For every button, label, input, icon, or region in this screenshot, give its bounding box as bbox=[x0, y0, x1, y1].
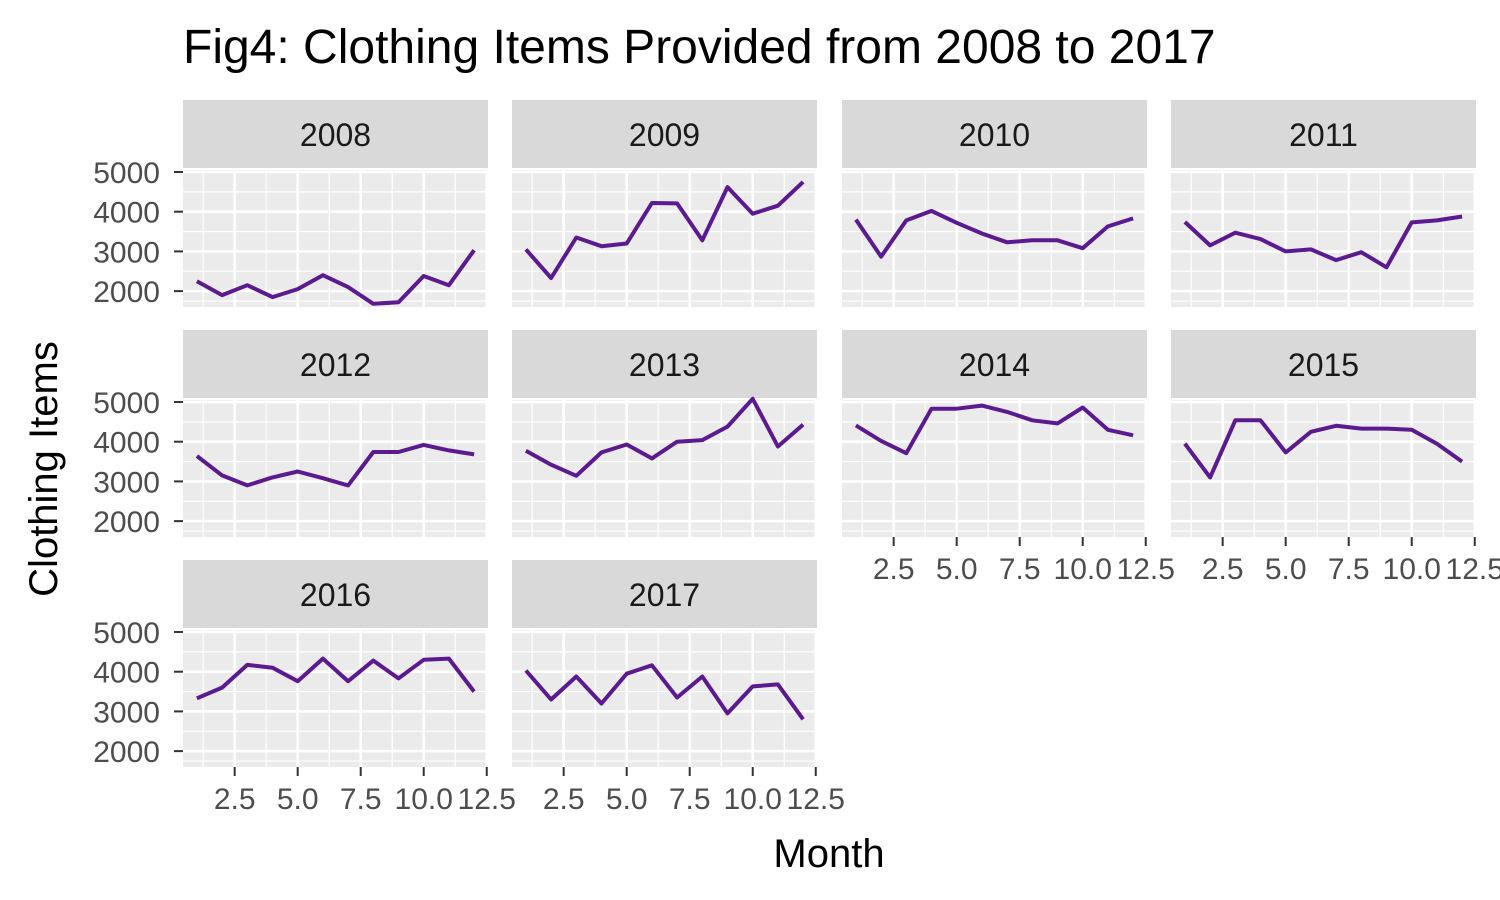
x-tick-label: 12.5 bbox=[1117, 553, 1175, 586]
x-tick-label: 7.5 bbox=[999, 553, 1041, 586]
facet-strip-label: 2012 bbox=[300, 347, 371, 383]
x-tick-label: 2.5 bbox=[543, 783, 585, 816]
series-line-2015 bbox=[1183, 418, 1464, 480]
panel-background bbox=[842, 400, 1147, 537]
facet-strip bbox=[512, 330, 817, 398]
y-tick-label: 5000 bbox=[93, 617, 160, 650]
x-tick-label: 12.5 bbox=[1446, 553, 1500, 586]
facet-strip-label: 2014 bbox=[959, 347, 1030, 383]
panel-background bbox=[183, 630, 488, 767]
y-tick-label: 2000 bbox=[93, 276, 160, 309]
series-line-2010 bbox=[854, 208, 1134, 259]
y-tick-label: 3000 bbox=[93, 236, 160, 269]
facet-strip-label: 2011 bbox=[1289, 117, 1358, 153]
series-line-2011 bbox=[1183, 214, 1463, 270]
chart-title: Fig4: Clothing Items Provided from 2008 … bbox=[183, 21, 1216, 74]
facet-strip-label: 2016 bbox=[300, 577, 371, 613]
x-tick-label: 10.0 bbox=[395, 783, 453, 816]
facet-strip bbox=[1171, 100, 1476, 168]
y-tick-label: 2000 bbox=[93, 736, 160, 769]
series-line-2009 bbox=[524, 180, 805, 280]
facet-strip bbox=[183, 330, 488, 398]
y-tick-label: 4000 bbox=[93, 657, 160, 690]
y-tick-label: 3000 bbox=[93, 466, 160, 499]
y-tick-label: 3000 bbox=[93, 696, 160, 729]
facet-strip bbox=[183, 100, 488, 168]
x-tick-label: 10.0 bbox=[724, 783, 782, 816]
panel-background bbox=[183, 400, 488, 537]
facet-strip bbox=[183, 560, 488, 628]
facet-strip-label: 2013 bbox=[629, 347, 700, 383]
x-tick-label: 7.5 bbox=[1328, 553, 1370, 586]
x-tick-label: 2.5 bbox=[1202, 553, 1244, 586]
series-line-2012 bbox=[195, 442, 475, 488]
x-tick-label: 5.0 bbox=[606, 783, 648, 816]
facet-panel-2011: 2011 bbox=[1171, 100, 1477, 307]
facet-panel-2014: 2014 2.5 5.0 7.5 10.0 12.5 bbox=[842, 330, 1175, 586]
x-tick-label: 7.5 bbox=[340, 783, 382, 816]
facet-panel-2017: 2017 2.5 5.0 7.5 10.0 12.5 bbox=[512, 560, 845, 816]
series-line-2008 bbox=[195, 249, 476, 306]
facet-strip-label: 2017 bbox=[629, 577, 700, 613]
x-tick-label: 5.0 bbox=[1265, 553, 1307, 586]
x-tick-label: 10.0 bbox=[1383, 553, 1441, 586]
facet-panel-2013: 2013 bbox=[512, 330, 818, 537]
x-tick-label: 12.5 bbox=[458, 783, 516, 816]
x-axis-title: Month bbox=[773, 832, 884, 876]
facet-strip bbox=[512, 560, 817, 628]
y-tick-label: 4000 bbox=[93, 197, 160, 230]
facet-panel-2012: 2012 2000 3000 4000 5000 bbox=[93, 330, 489, 539]
facet-panel-2010: 2010 bbox=[842, 100, 1148, 307]
panel-background bbox=[183, 170, 488, 307]
facet-strip-label: 2008 bbox=[300, 117, 371, 153]
facet-panel-2016: 2016 2000 3000 4000 5000 2.5 5.0 7.5 10.0 12.5 bbox=[93, 560, 516, 816]
panel-background bbox=[512, 630, 817, 767]
facet-panel-2008: 2008 2000 3000 4000 5000 bbox=[93, 100, 489, 309]
facet-strip bbox=[512, 100, 817, 168]
facet-strip-label: 2015 bbox=[1288, 347, 1359, 383]
facet-strip-label: 2009 bbox=[629, 117, 700, 153]
y-tick-label: 4000 bbox=[93, 427, 160, 460]
x-tick-label: 5.0 bbox=[936, 553, 978, 586]
x-tick-label: 10.0 bbox=[1054, 553, 1112, 586]
y-tick-label: 5000 bbox=[93, 387, 160, 420]
facet-strip bbox=[1171, 330, 1476, 398]
x-tick-label: 5.0 bbox=[277, 783, 319, 816]
panel-background bbox=[1171, 400, 1476, 537]
series-line-2014 bbox=[854, 403, 1134, 456]
x-tick-label: 2.5 bbox=[873, 553, 915, 586]
panel-background bbox=[512, 170, 817, 307]
facet-strip-label: 2010 bbox=[959, 117, 1030, 153]
series-line-2013 bbox=[524, 396, 805, 478]
y-tick-label: 5000 bbox=[93, 157, 160, 190]
series-line-2017 bbox=[524, 663, 805, 721]
x-tick-label: 7.5 bbox=[669, 783, 711, 816]
facet-strip bbox=[842, 100, 1147, 168]
series-line-2016 bbox=[196, 656, 476, 701]
y-tick-label: 2000 bbox=[93, 506, 160, 539]
facet-strip bbox=[842, 330, 1147, 398]
x-tick-label: 2.5 bbox=[214, 783, 256, 816]
x-tick-label: 12.5 bbox=[787, 783, 845, 816]
facet-panel-2009: 2009 bbox=[512, 100, 818, 307]
facet-panels: 2008 2000 3000 4000 5000 2009 2010 2011 2012 2000… bbox=[93, 100, 1500, 816]
facet-panel-2015: 2015 2.5 5.0 7.5 10.0 12.5 bbox=[1171, 330, 1500, 586]
panel-background bbox=[1171, 170, 1476, 307]
y-axis-title: Clothing Items bbox=[22, 341, 66, 597]
